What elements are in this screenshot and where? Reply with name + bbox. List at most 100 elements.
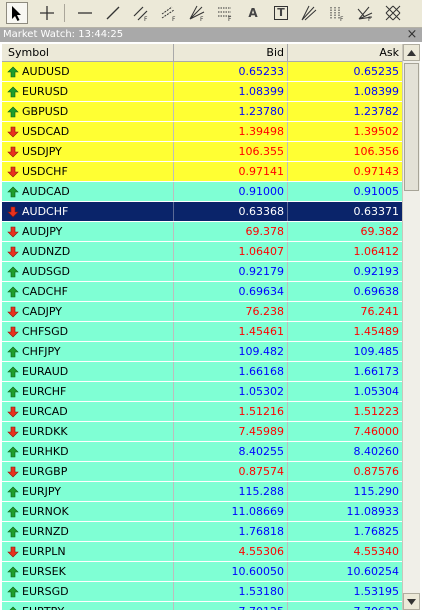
trendline-icon[interactable] xyxy=(102,2,124,24)
column-header-symbol[interactable]: Symbol xyxy=(2,44,174,61)
symbol-name: EURUSD xyxy=(22,85,69,98)
arrow-up-icon xyxy=(7,386,19,398)
gann-fan-icon[interactable]: F xyxy=(186,2,208,24)
symbol-row[interactable]: GBPUSD 1.23780 1.23782 xyxy=(2,102,402,122)
symbol-row[interactable]: EURTRY 7.701257.70632 xyxy=(2,602,402,610)
symbol-row[interactable]: CHFSGD 1.45461 1.45489 xyxy=(2,322,402,342)
chevron-down-icon xyxy=(407,598,416,605)
column-header-bid[interactable]: Bid xyxy=(174,44,288,61)
symbol-row[interactable]: EURCHF 1.05302 1.05304 xyxy=(2,382,402,402)
column-header-ask[interactable]: Ask xyxy=(379,46,399,59)
bid-cell: 0.97141 xyxy=(174,162,288,181)
scroll-down-button[interactable] xyxy=(403,593,420,610)
symbol-row[interactable]: EURPLN 4.55306 4.55340 xyxy=(2,542,402,562)
ask-cell: 0.63371 xyxy=(353,205,400,218)
symbol-row[interactable]: EURHKD 8.40255 8.40260 xyxy=(2,442,402,462)
symbol-cell: AUDCAD xyxy=(2,182,174,201)
symbol-row[interactable]: AUDUSD 0.65233 0.65235 xyxy=(2,62,402,82)
bid-cell: 76.238 xyxy=(174,302,288,321)
bid-cell: 1.66168 xyxy=(174,362,288,381)
symbol-row[interactable]: AUDJPY 69.378 69.382 xyxy=(2,222,402,242)
symbol-row[interactable]: AUDSGD 0.92179 0.92193 xyxy=(2,262,402,282)
vertical-scrollbar[interactable] xyxy=(402,44,420,610)
symbol-name: GBPUSD xyxy=(22,105,69,118)
symbol-row[interactable]: EURCAD 1.51216 1.51223 xyxy=(2,402,402,422)
standard-deviation-channel-icon[interactable]: F xyxy=(158,2,180,24)
symbol-cell: EURGBP xyxy=(2,462,174,481)
symbol-row[interactable]: AUDNZD 1.06407 1.06412 xyxy=(2,242,402,262)
arrow-up-icon xyxy=(7,266,19,278)
arrow-up-icon xyxy=(7,186,19,198)
text-icon[interactable]: A xyxy=(248,6,258,20)
bid-cell: 1.39498 xyxy=(174,122,288,141)
symbol-name: EURCHF xyxy=(22,385,67,398)
bid-cell: 106.355 xyxy=(174,142,288,161)
horizontal-line-icon[interactable] xyxy=(74,2,96,24)
symbol-row[interactable]: EURNOK 11.08669 11.08933 xyxy=(2,502,402,522)
ask-cell: 1.23782 xyxy=(353,105,400,118)
arrow-up-icon xyxy=(7,86,19,98)
symbol-name: EURAUD xyxy=(22,365,69,378)
symbol-row[interactable]: AUDCHF 0.63368 0.63371 xyxy=(2,202,402,222)
symbol-cell: AUDUSD xyxy=(2,62,174,81)
symbol-row[interactable]: AUDCAD 0.91000 0.91005 xyxy=(2,182,402,202)
bid-cell: 1.06407 xyxy=(174,242,288,261)
equidistant-channel-icon[interactable]: F xyxy=(130,2,152,24)
andrews-pitchfork-icon[interactable] xyxy=(298,2,320,24)
symbol-row[interactable]: CHFJPY 109.482 109.485 xyxy=(2,342,402,362)
ask-cell: 1.05304 xyxy=(353,385,400,398)
market-watch-window: Market Watch: 13:44:25 × Symbol Bid Ask … xyxy=(0,28,422,610)
symbol-cell: EURCHF xyxy=(2,382,174,401)
arrow-down-icon xyxy=(7,406,19,418)
symbol-row[interactable]: EURGBP 0.87574 0.87576 xyxy=(2,462,402,482)
close-icon[interactable]: × xyxy=(406,27,418,42)
fibonacci-fan-icon[interactable]: F xyxy=(354,2,376,24)
symbol-name: AUDCHF xyxy=(22,205,69,218)
symbol-row[interactable]: USDCHF 0.97141 0.97143 xyxy=(2,162,402,182)
symbol-cell: EURSGD xyxy=(2,582,174,601)
scroll-up-button[interactable] xyxy=(403,44,420,61)
symbol-row[interactable]: USDJPY 106.355 106.356 xyxy=(2,142,402,162)
grid-icon[interactable] xyxy=(382,2,404,24)
bid-cell: 0.63368 xyxy=(174,202,288,221)
symbol-name: EURJPY xyxy=(22,485,61,498)
arrow-up-icon xyxy=(7,106,19,118)
ask-cell: 4.55340 xyxy=(353,545,400,558)
cursor-icon[interactable] xyxy=(6,2,28,24)
symbol-cell: EURHKD xyxy=(2,442,174,461)
ask-cell: 0.92193 xyxy=(353,265,400,278)
symbol-row[interactable]: EURSEK 10.60050 10.60254 xyxy=(2,562,402,582)
chevron-up-icon xyxy=(407,49,416,56)
ask-cell: 115.290 xyxy=(353,485,400,498)
symbol-row[interactable]: CADCHF 0.69634 0.69638 xyxy=(2,282,402,302)
ask-cell: 10.60254 xyxy=(346,565,400,578)
fibonacci-channel-icon[interactable]: F xyxy=(326,2,348,24)
arrow-up-icon xyxy=(7,446,19,458)
symbol-row[interactable]: EURNZD 1.76818 1.76825 xyxy=(2,522,402,542)
crosshair-icon[interactable] xyxy=(36,2,58,24)
ask-cell: 0.65235 xyxy=(353,65,400,78)
symbol-row[interactable]: EURSGD 1.53180 1.53195 xyxy=(2,582,402,602)
fibonacci-retracement-icon[interactable]: F xyxy=(214,2,236,24)
symbol-name: EURSEK xyxy=(22,565,66,578)
arrow-up-icon xyxy=(7,66,19,78)
window-title: Market Watch: 13:44:25 xyxy=(3,29,124,40)
symbol-row[interactable]: CADJPY 76.238 76.241 xyxy=(2,302,402,322)
ask-cell: 106.356 xyxy=(353,145,400,158)
ask-cell: 0.97143 xyxy=(353,165,400,178)
ask-cell: 0.69638 xyxy=(353,285,400,298)
svg-text:F: F xyxy=(368,16,372,22)
symbol-row[interactable]: EURDKK 7.45989 7.46000 xyxy=(2,422,402,442)
scrollbar-thumb[interactable] xyxy=(404,63,419,191)
bid-cell: 1.05302 xyxy=(174,382,288,401)
symbol-row[interactable]: EURUSD 1.08399 1.08399 xyxy=(2,82,402,102)
symbol-cell: AUDJPY xyxy=(2,222,174,241)
symbol-cell: CADCHF xyxy=(2,282,174,301)
symbol-row[interactable]: EURAUD 1.66168 1.66173 xyxy=(2,362,402,382)
symbol-row[interactable]: EURJPY 115.288 115.290 xyxy=(2,482,402,502)
symbol-row[interactable]: USDCAD 1.39498 1.39502 xyxy=(2,122,402,142)
text-label-icon[interactable]: T xyxy=(270,2,292,24)
arrow-up-icon xyxy=(7,486,19,498)
symbol-cell: EURJPY xyxy=(2,482,174,501)
ask-cell: 1.76825 xyxy=(353,525,400,538)
